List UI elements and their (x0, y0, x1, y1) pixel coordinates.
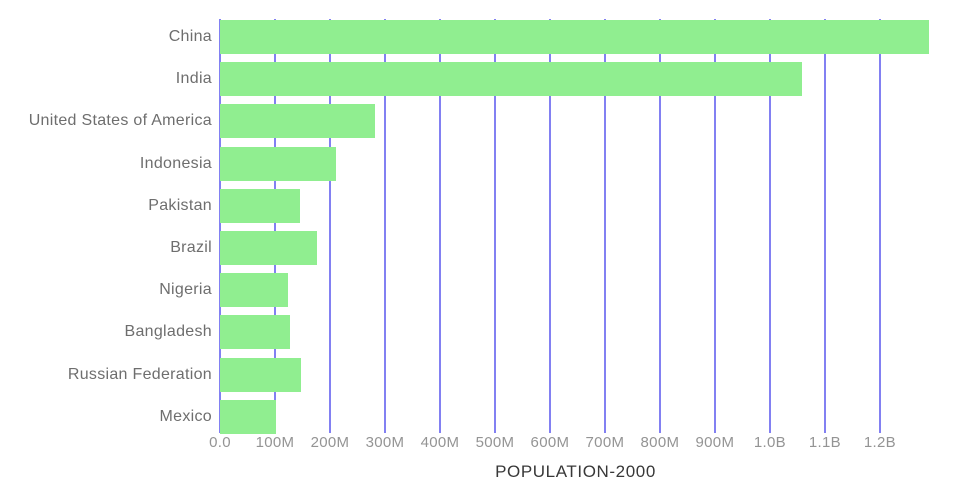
gridline (823, 19, 826, 433)
category-label: Pakistan (148, 196, 212, 214)
population-bar (220, 62, 802, 97)
population-bar (220, 20, 930, 54)
population-bar (220, 188, 301, 223)
category-label: Bangladesh (124, 323, 212, 341)
bar-row: Brazil (0, 231, 960, 265)
population-bar (220, 273, 288, 308)
category-label: Russian Federation (67, 365, 212, 383)
gridline (493, 19, 496, 433)
x-tick-label: 600M (530, 434, 570, 451)
x-tick-label: 700M (585, 434, 625, 451)
category-label: United States of America (28, 112, 212, 130)
category-label: Indonesia (139, 154, 212, 172)
category-label: China (168, 28, 212, 45)
population-bar (220, 231, 317, 265)
x-tick-label: 100M (255, 434, 295, 451)
x-tick-label: 500M (475, 434, 515, 451)
population-bar (220, 357, 302, 392)
population-bar (220, 104, 376, 139)
bar-row: Nigeria (0, 273, 960, 308)
bar-row: China (0, 20, 960, 54)
gridline (328, 19, 331, 433)
gridline (768, 19, 771, 433)
x-tick-label: 0.0 (209, 434, 231, 451)
x-tick-label: 1.1B (808, 434, 841, 451)
gridline (878, 19, 881, 433)
x-tick-label: 1.2B (863, 434, 896, 451)
population-bar (220, 399, 276, 434)
gridline (713, 19, 716, 433)
bar-row: Pakistan (0, 188, 960, 223)
x-tick-label: 900M (695, 434, 735, 451)
gridline (603, 19, 606, 433)
gridline (273, 19, 276, 433)
gridline (548, 19, 551, 433)
x-tick-label: 1.0B (753, 434, 786, 451)
bar-row: India (0, 62, 960, 97)
category-label: Brazil (170, 239, 212, 256)
x-tick-label: 200M (310, 434, 350, 451)
bar-row: Russian Federation (0, 357, 960, 392)
gridline (219, 19, 221, 433)
population-bar (220, 315, 291, 350)
gridline (438, 19, 441, 433)
population-bar (220, 146, 337, 181)
x-tick-label: 800M (640, 434, 680, 451)
bar-row: Indonesia (0, 146, 960, 181)
x-axis-title: POPULATION-2000 (495, 462, 656, 481)
gridline (383, 19, 386, 433)
x-tick-label: 400M (420, 434, 460, 451)
x-tick-label: 300M (365, 434, 405, 451)
bar-row: Bangladesh (0, 315, 960, 350)
bar-row: Mexico (0, 399, 960, 434)
category-label: Nigeria (159, 281, 212, 299)
category-label: India (175, 70, 212, 88)
category-label: Mexico (159, 407, 212, 425)
gridline (658, 19, 661, 433)
bar-row: United States of America (0, 104, 960, 139)
